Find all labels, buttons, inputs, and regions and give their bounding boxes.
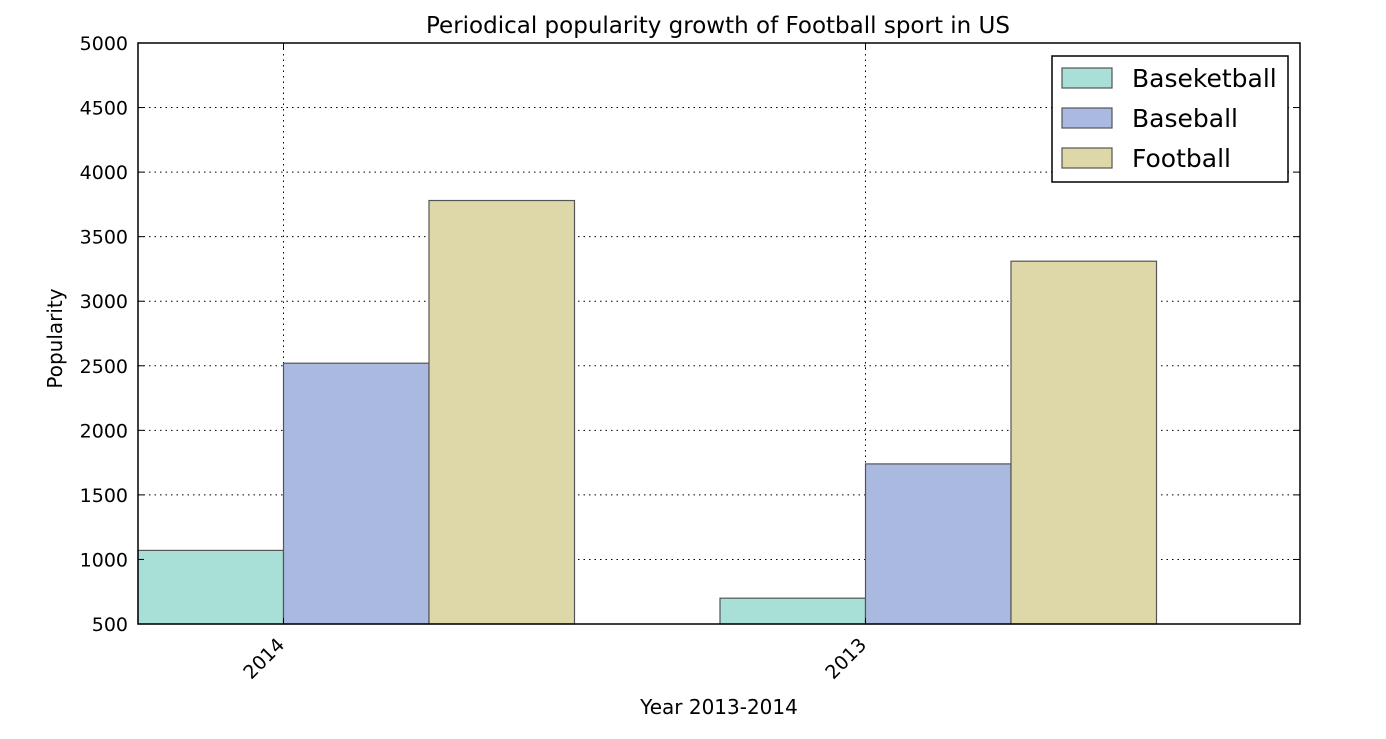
x-tick-label: 2013 xyxy=(821,634,871,684)
y-axis-ticks: 500 1000 1500 2000 2500 3000 3500 4000 4500 5000 xyxy=(80,33,1300,636)
bar-baseketball-2014 xyxy=(137,549,285,625)
x-axis-label: Year 2013-2014 xyxy=(639,695,798,719)
bar-football-2014 xyxy=(428,199,576,625)
y-tick-label: 3000 xyxy=(80,291,128,313)
bar-baseball-2014 xyxy=(282,362,430,625)
y-tick-label: 1500 xyxy=(80,485,128,507)
legend-swatch-football xyxy=(1061,147,1113,169)
x-tick-label: 2014 xyxy=(239,634,289,684)
legend-swatch-baseball xyxy=(1061,107,1113,129)
legend-label-baseball: Baseball xyxy=(1132,104,1238,133)
y-axis-label: Popularity xyxy=(43,288,67,388)
legend-label-football: Football xyxy=(1132,144,1231,173)
bar-baseball-2013 xyxy=(864,463,1012,625)
y-tick-label: 5000 xyxy=(80,33,128,55)
y-tick-label: 3500 xyxy=(80,227,128,249)
y-tick-label: 4500 xyxy=(80,98,128,120)
bar-football-2013 xyxy=(1010,260,1158,625)
chart-title: Periodical popularity growth of Football… xyxy=(426,13,1010,39)
y-tick-label: 500 xyxy=(92,614,128,636)
y-tick-label: 1000 xyxy=(80,549,128,571)
legend: Baseketball Baseball Football xyxy=(1051,55,1289,183)
bars xyxy=(137,199,1158,625)
y-tick-label: 4000 xyxy=(80,162,128,184)
bar-baseketball-2013 xyxy=(719,597,867,625)
y-tick-label: 2000 xyxy=(80,420,128,442)
y-tick-label: 2500 xyxy=(80,356,128,378)
plot-frame xyxy=(137,42,1301,625)
legend-label-baseketball: Baseketball xyxy=(1132,64,1277,93)
legend-swatch-baseketball xyxy=(1061,67,1113,89)
